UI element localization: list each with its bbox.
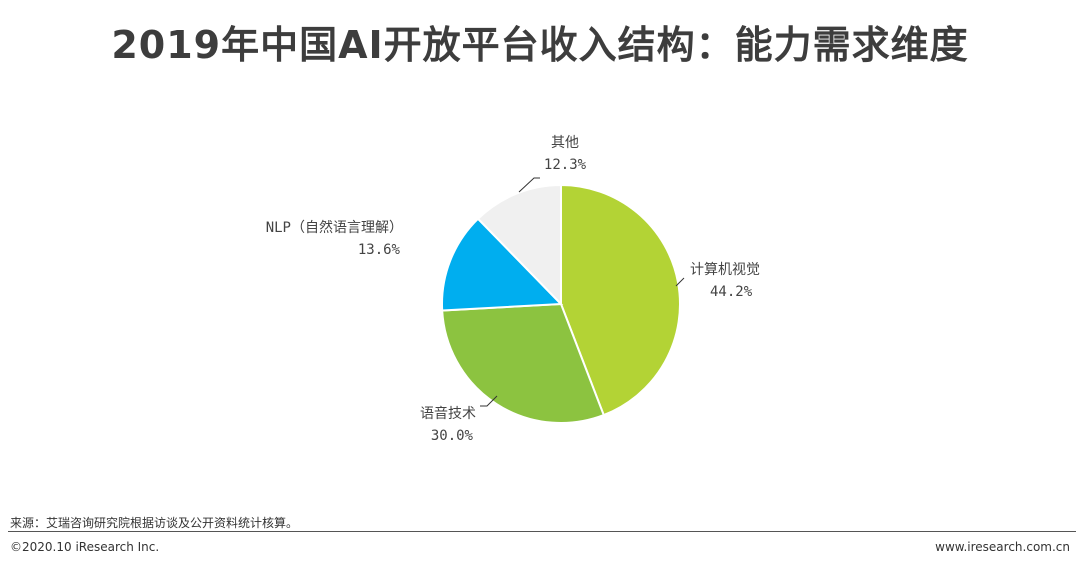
slice-value-label: 12.3% [544, 157, 587, 173]
leader-line [518, 177, 540, 193]
chart-title: 2019年中国AI开放平台收入结构：能力需求维度 [111, 23, 969, 67]
slice-value-label: 30.0% [431, 428, 474, 444]
pie-slice [560, 183, 681, 417]
slice-label: 计算机视觉 [690, 262, 760, 278]
slice-label: 语音技术 [420, 405, 476, 422]
leader-line [675, 277, 685, 287]
slice-label: 其他 [551, 135, 579, 151]
website-link[interactable]: www.iresearch.com.cn [935, 540, 1070, 554]
pie-slice [441, 302, 606, 424]
pie-chart: 计算机视觉 44.2% 语音技术 30.0% NLP（自然语言理解） 13.6% 其他 12.… [266, 135, 760, 444]
leader-line [480, 395, 498, 407]
copyright-text: ©2020.10 iResearch Inc. [10, 540, 160, 554]
footer-divider [8, 531, 1076, 532]
slice-value-label: 44.2% [710, 284, 753, 300]
pie-slice [476, 183, 562, 307]
source-note: 来源：艾瑞咨询研究院根据访谈及公开资料统计核算。 [10, 516, 299, 530]
pie-slice [441, 217, 564, 312]
slice-value-label: 13.6% [358, 242, 401, 258]
slice-label: NLP（自然语言理解） [266, 219, 403, 236]
